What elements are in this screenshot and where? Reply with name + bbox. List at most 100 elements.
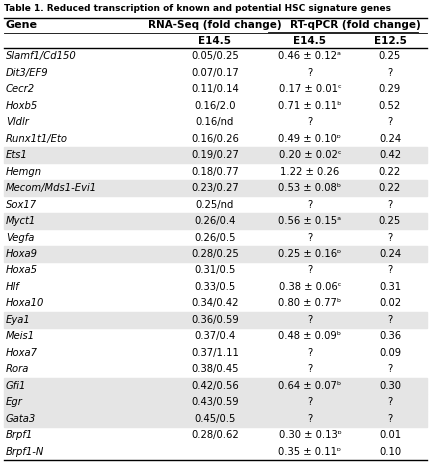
Text: 0.43/0.59: 0.43/0.59	[191, 397, 238, 407]
Text: 0.49 ± 0.10ᶛ: 0.49 ± 0.10ᶛ	[278, 133, 341, 144]
Text: Rora: Rora	[6, 364, 29, 375]
Text: ?: ?	[307, 68, 312, 78]
Text: E14.5: E14.5	[293, 36, 326, 46]
Text: Gfi1: Gfi1	[6, 381, 26, 391]
Text: 0.16/nd: 0.16/nd	[195, 117, 233, 127]
Text: 0.20 ± 0.02ᶜ: 0.20 ± 0.02ᶜ	[278, 150, 341, 160]
Text: Gata3: Gata3	[6, 414, 36, 424]
Text: RT-qPCR (fold change): RT-qPCR (fold change)	[289, 21, 419, 31]
Text: Gene: Gene	[6, 21, 38, 31]
Text: 0.31: 0.31	[378, 282, 400, 292]
Bar	[4, 246, 426, 262]
Text: ?: ?	[307, 266, 312, 275]
Text: 0.28/0.25: 0.28/0.25	[190, 249, 238, 259]
Text: 0.10: 0.10	[378, 447, 400, 457]
Text: 0.22: 0.22	[378, 166, 400, 177]
Text: E12.5: E12.5	[373, 36, 405, 46]
Text: ?: ?	[387, 200, 392, 210]
Text: Sox17: Sox17	[6, 200, 37, 210]
Text: 0.16/2.0: 0.16/2.0	[194, 101, 235, 110]
Bar	[4, 411, 426, 427]
Text: ?: ?	[387, 266, 392, 275]
Text: 0.30 ± 0.13ᶛ: 0.30 ± 0.13ᶛ	[278, 430, 341, 440]
Text: 0.26/0.5: 0.26/0.5	[194, 233, 235, 243]
Text: E14.5: E14.5	[198, 36, 231, 46]
Text: 0.17 ± 0.01ᶜ: 0.17 ± 0.01ᶜ	[278, 84, 341, 94]
Text: ?: ?	[307, 397, 312, 407]
Text: Meis1: Meis1	[6, 331, 35, 341]
Text: 0.18/0.77: 0.18/0.77	[190, 166, 238, 177]
Text: 0.42: 0.42	[378, 150, 400, 160]
Text: 0.02: 0.02	[378, 298, 400, 308]
Text: 0.07/0.17: 0.07/0.17	[190, 68, 238, 78]
Text: ?: ?	[307, 414, 312, 424]
Text: 0.36/0.59: 0.36/0.59	[190, 315, 238, 325]
Text: Hlf: Hlf	[6, 282, 20, 292]
Text: 0.24: 0.24	[378, 133, 400, 144]
Text: Hemgn: Hemgn	[6, 166, 42, 177]
Text: Slamf1/Cd150: Slamf1/Cd150	[6, 51, 77, 61]
Bar	[4, 180, 426, 196]
Text: 0.05/0.25: 0.05/0.25	[190, 51, 238, 61]
Text: 0.46 ± 0.12ᵃ: 0.46 ± 0.12ᵃ	[278, 51, 341, 61]
Text: 0.64 ± 0.07ᵇ: 0.64 ± 0.07ᵇ	[278, 381, 341, 391]
Text: Hoxb5: Hoxb5	[6, 101, 38, 110]
Text: ?: ?	[387, 364, 392, 375]
Text: RNA-Seq (fold change): RNA-Seq (fold change)	[148, 21, 281, 31]
Text: Ets1: Ets1	[6, 150, 28, 160]
Text: ?: ?	[307, 117, 312, 127]
Text: 0.24: 0.24	[378, 249, 400, 259]
Text: 0.09: 0.09	[378, 348, 400, 358]
Text: ?: ?	[307, 200, 312, 210]
Text: 0.48 ± 0.09ᵇ: 0.48 ± 0.09ᵇ	[278, 331, 341, 341]
Text: Table 1. Reduced transcription of known and potential HSC signature genes: Table 1. Reduced transcription of known …	[4, 4, 390, 13]
Bar	[4, 394, 426, 411]
Text: 0.31/0.5: 0.31/0.5	[194, 266, 235, 275]
Text: Egr: Egr	[6, 397, 23, 407]
Text: 0.34/0.42: 0.34/0.42	[191, 298, 238, 308]
Text: Hoxa7: Hoxa7	[6, 348, 38, 358]
Text: 0.56 ± 0.15ᵃ: 0.56 ± 0.15ᵃ	[278, 216, 341, 226]
Text: 0.36: 0.36	[378, 331, 400, 341]
Text: 0.38/0.45: 0.38/0.45	[191, 364, 238, 375]
Text: ?: ?	[387, 414, 392, 424]
Text: 0.25: 0.25	[378, 51, 400, 61]
Text: ?: ?	[307, 364, 312, 375]
Text: Brpf1: Brpf1	[6, 430, 33, 440]
Bar	[4, 377, 426, 394]
Text: Hoxa5: Hoxa5	[6, 266, 38, 275]
Text: Eya1: Eya1	[6, 315, 31, 325]
Text: 0.26/0.4: 0.26/0.4	[194, 216, 235, 226]
Text: 0.33/0.5: 0.33/0.5	[194, 282, 235, 292]
Text: Mecom/Mds1-Evi1: Mecom/Mds1-Evi1	[6, 183, 97, 193]
Text: 0.28/0.62: 0.28/0.62	[190, 430, 238, 440]
Text: Vldlr: Vldlr	[6, 117, 29, 127]
Text: ?: ?	[387, 233, 392, 243]
Text: Myct1: Myct1	[6, 216, 36, 226]
Text: Cecr2: Cecr2	[6, 84, 35, 94]
Text: 0.71 ± 0.11ᵇ: 0.71 ± 0.11ᵇ	[278, 101, 341, 110]
Bar	[4, 312, 426, 328]
Text: ?: ?	[307, 315, 312, 325]
Text: 0.25 ± 0.16ᶛ: 0.25 ± 0.16ᶛ	[278, 249, 341, 259]
Text: Hoxa10: Hoxa10	[6, 298, 44, 308]
Text: ?: ?	[387, 68, 392, 78]
Text: 0.37/0.4: 0.37/0.4	[194, 331, 235, 341]
Text: 0.53 ± 0.08ᵇ: 0.53 ± 0.08ᵇ	[278, 183, 341, 193]
Text: ?: ?	[387, 117, 392, 127]
Bar	[4, 213, 426, 229]
Text: ?: ?	[307, 233, 312, 243]
Text: Hoxa9: Hoxa9	[6, 249, 38, 259]
Text: 0.11/0.14: 0.11/0.14	[190, 84, 238, 94]
Text: Brpf1-N: Brpf1-N	[6, 447, 44, 457]
Text: 0.45/0.5: 0.45/0.5	[194, 414, 235, 424]
Text: Runx1t1/Eto: Runx1t1/Eto	[6, 133, 68, 144]
Text: 0.25: 0.25	[378, 216, 400, 226]
Text: 0.42/0.56: 0.42/0.56	[190, 381, 238, 391]
Text: 0.01: 0.01	[378, 430, 400, 440]
Text: Vegfa: Vegfa	[6, 233, 34, 243]
Text: 0.25/nd: 0.25/nd	[195, 200, 233, 210]
Text: Dit3/EF9: Dit3/EF9	[6, 68, 49, 78]
Text: 0.30: 0.30	[378, 381, 400, 391]
Text: 0.23/0.27: 0.23/0.27	[190, 183, 238, 193]
